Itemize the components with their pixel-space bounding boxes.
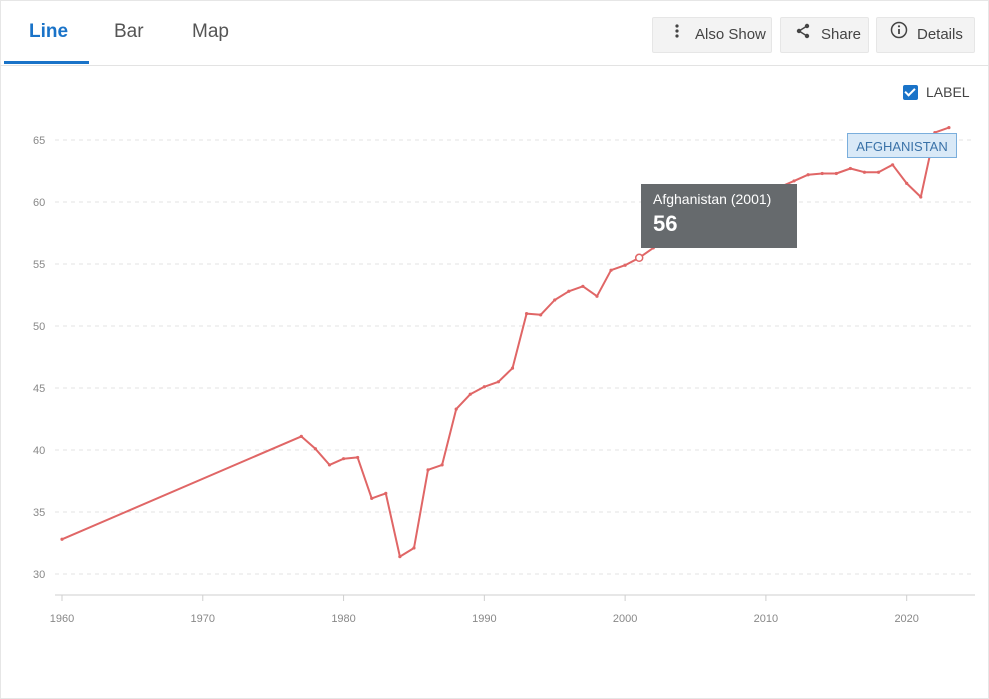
share-label: Share [821,26,862,43]
data-point[interactable] [524,312,529,316]
data-point[interactable] [919,195,923,199]
y-axis-ticks: 30 35 40 45 50 55 60 65 [33,135,45,581]
data-point[interactable] [468,392,472,396]
data-point[interactable] [412,546,416,550]
y-tick-label: 65 [33,135,45,147]
top-toolbar: Line Bar Map Also Show Share Details [0,0,989,66]
data-point[interactable] [356,455,360,460]
data-point[interactable] [60,537,64,541]
series-points [60,126,951,559]
data-point[interactable] [510,366,515,370]
label-checkbox[interactable] [903,84,918,100]
label-toggle-text: LABEL [926,84,970,100]
highlight-point[interactable] [634,253,644,263]
data-point[interactable] [384,491,388,495]
y-tick-label: 45 [33,383,45,395]
data-tooltip: Afghanistan (2001) 56 [641,184,797,248]
x-tick-label: 1960 [50,613,74,625]
data-point[interactable] [891,163,895,167]
x-tick-label: 2010 [754,613,778,625]
share-icon [793,17,813,53]
data-point[interactable] [876,170,881,174]
x-tick-label: 2000 [613,613,637,625]
data-point[interactable] [539,313,543,317]
data-point[interactable] [792,179,796,183]
more-vertical-icon [667,17,687,53]
data-point[interactable] [947,126,951,130]
x-tick-label: 1980 [331,613,355,625]
data-point[interactable] [370,496,374,500]
grid-lines [55,139,975,596]
y-tick-label: 50 [33,321,45,333]
data-point[interactable] [567,289,571,293]
data-point[interactable] [553,298,557,302]
x-axis-ticks: 1960 1970 1980 1990 2000 2010 2020 [50,595,919,625]
data-point[interactable] [862,170,867,174]
data-point[interactable] [313,447,318,451]
share-button[interactable]: Share [780,17,869,53]
details-label: Details [917,26,963,43]
data-point[interactable] [341,457,346,461]
series-line-afghanistan[interactable] [61,126,950,558]
y-tick-label: 35 [33,507,45,519]
info-icon [889,17,909,53]
y-tick-label: 55 [33,259,45,271]
data-point[interactable] [609,268,613,272]
data-point[interactable] [327,463,332,467]
x-tick-label: 1970 [191,613,215,625]
data-point[interactable] [834,171,838,176]
tooltip-value: 56 [653,211,678,236]
also-show-button[interactable]: Also Show [652,17,772,53]
tab-bar[interactable]: Bar [114,21,144,42]
tab-line[interactable]: Line [29,21,69,42]
data-point[interactable] [426,468,430,472]
data-point[interactable] [496,380,501,384]
data-point[interactable] [440,463,444,467]
data-point[interactable] [905,181,909,185]
data-point[interactable] [299,434,303,438]
data-point[interactable] [581,284,585,288]
data-point[interactable] [806,173,810,177]
tab-map[interactable]: Map [192,21,229,42]
y-tick-label: 60 [33,197,45,209]
data-point[interactable] [820,171,824,176]
tooltip-title: Afghanistan (2001) [653,191,772,207]
x-tick-label: 1990 [472,613,496,625]
data-point[interactable] [482,385,486,389]
data-point[interactable] [623,263,627,267]
data-point[interactable] [848,166,852,171]
y-tick-label: 30 [33,569,45,581]
data-point[interactable] [398,555,402,559]
series-label-tag[interactable]: AFGHANISTAN [847,133,957,158]
label-toggle[interactable]: LABEL [903,82,970,102]
details-button[interactable]: Details [876,17,975,53]
data-point[interactable] [595,294,599,298]
active-tab-indicator [4,61,89,64]
also-show-label: Also Show [695,26,766,43]
x-tick-label: 2020 [894,613,918,625]
data-point[interactable] [454,407,458,411]
y-tick-label: 40 [33,445,45,457]
